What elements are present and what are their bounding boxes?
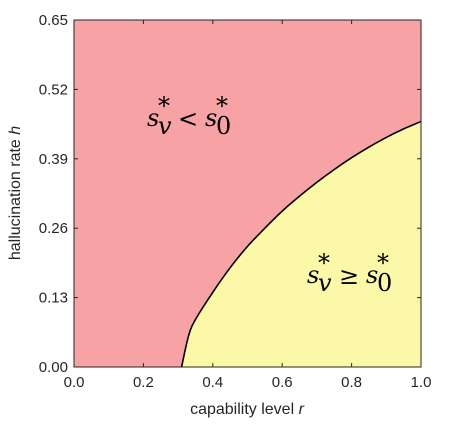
x-tick-label: 0.6 (272, 374, 293, 391)
svg-text:v: v (158, 112, 172, 140)
svg-text:*: * (377, 249, 389, 277)
svg-text:s: s (307, 261, 319, 289)
x-tick-label: 0.2 (133, 374, 154, 391)
svg-text:s: s (147, 104, 159, 132)
x-tick-label: 1.0 (411, 374, 432, 391)
y-tick-label: 0.26 (39, 220, 68, 237)
region-label-high: s v * ≥ s 0 * (307, 249, 392, 297)
y-tick-label: 0.65 (39, 12, 68, 29)
svg-text:*: * (318, 249, 330, 277)
y-tick-label: 0.00 (39, 359, 68, 376)
svg-text:v: v (318, 269, 332, 297)
svg-text:*: * (216, 92, 228, 120)
y-tick-label: 0.13 (39, 290, 68, 307)
x-axis-label: capability level r (190, 401, 305, 418)
x-tick-label: 0.4 (202, 374, 223, 391)
y-tick-label: 0.39 (39, 151, 68, 168)
plot-frame (73, 19, 422, 368)
y-tick-label: 0.52 (39, 81, 68, 98)
svg-text:*: * (158, 92, 170, 120)
x-tick-label: 0.0 (64, 374, 85, 391)
y-axis-label: hallucination rate h (7, 126, 24, 260)
svg-text:0: 0 (377, 269, 392, 297)
svg-text:s: s (366, 261, 378, 289)
x-tick-label: 0.8 (341, 374, 362, 391)
svg-text:s: s (205, 104, 217, 132)
svg-text:0: 0 (216, 112, 231, 140)
y-axis-ticks: 0.00 0.13 0.26 0.39 0.52 0.65 (39, 12, 421, 376)
plot-region-high (181, 121, 421, 368)
boundary-curve (180, 120, 422, 368)
svg-text:<: < (178, 105, 198, 133)
x-axis-ticks: 0.0 0.2 0.4 0.6 0.8 1.0 (64, 20, 432, 391)
region-label-low: s v * < s 0 * (147, 92, 231, 140)
svg-text:≥: ≥ (339, 262, 359, 290)
